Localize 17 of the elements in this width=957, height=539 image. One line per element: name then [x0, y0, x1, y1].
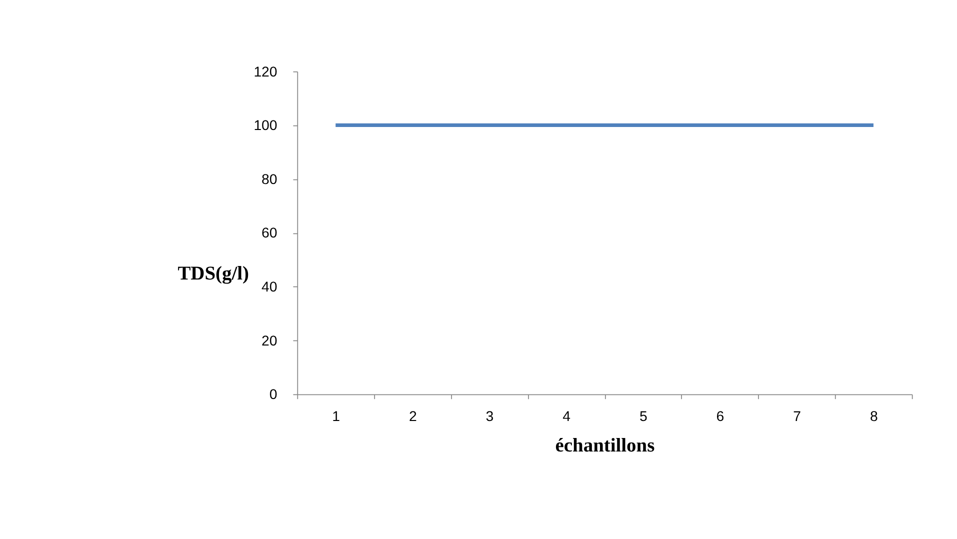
x-tick-label: 2 — [408, 408, 417, 424]
y-tick-label: 80 — [262, 170, 278, 187]
x-tick-label: 5 — [639, 408, 648, 424]
x-tick-label: 1 — [332, 408, 340, 424]
y-tick-label: 100 — [254, 117, 278, 134]
x-tick-label: 8 — [870, 408, 878, 424]
y-axis-title: TDS(g/l) — [178, 264, 249, 285]
x-tick-label: 4 — [562, 408, 571, 424]
y-tick-label: 40 — [262, 278, 278, 294]
y-tick-label: 0 — [269, 386, 278, 402]
x-tick-label: 3 — [486, 408, 494, 424]
x-axis-title: échantillons — [555, 435, 656, 456]
y-tick-label: 120 — [254, 63, 278, 80]
x-tick-label: 7 — [793, 408, 802, 424]
y-tick-label: 20 — [262, 332, 278, 348]
y-tick-label: 60 — [262, 224, 278, 241]
x-tick-label: 6 — [716, 408, 724, 424]
